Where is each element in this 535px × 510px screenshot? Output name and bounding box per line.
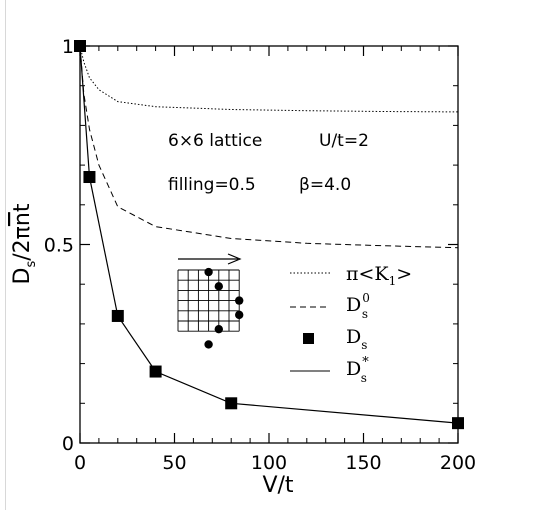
ds-marker (111, 309, 124, 322)
marker-layer (74, 40, 464, 430)
left-rule (5, 0, 6, 510)
inset-dot (235, 296, 244, 305)
x-tick-label: 100 (251, 452, 287, 474)
inset-dot (235, 310, 244, 320)
annotation-lattice: 6×6 lattice (168, 131, 262, 151)
y-tick-label: 0.5 (44, 235, 74, 257)
plot-frame-layer: 0 50 100 150 200 0 0.5 1 (44, 36, 476, 474)
y-axis-label: Ds/2πnt (10, 203, 39, 284)
inset-dot (214, 282, 223, 291)
series-line-ds-star (79, 45, 459, 424)
legend-marker-ds (303, 333, 314, 344)
ds-marker (149, 365, 162, 378)
legend: π<K1> D0 s Ds D* s (290, 263, 412, 385)
inset-dot (204, 267, 213, 277)
inset-dot (214, 324, 223, 334)
series-line-ds0 (79, 45, 459, 249)
x-tick-label: 50 (162, 452, 186, 474)
series-line-pi-k1 (79, 45, 459, 113)
annotation-u-over-t: U/t=2 (319, 131, 369, 151)
x-tick-label: 0 (74, 452, 86, 474)
ds-marker (83, 171, 96, 184)
inset-grid (177, 269, 240, 332)
ds-marker (225, 397, 238, 410)
legend-label-ds: Ds (346, 326, 367, 352)
inset-dots (204, 267, 244, 349)
legend-label-pi-k1: π<K1> (346, 263, 412, 288)
x-axis-label: V/t (262, 473, 293, 498)
lattice-inset-diagram (177, 253, 244, 349)
x-tick-label: 150 (345, 452, 381, 474)
inset-dot (204, 340, 213, 349)
series-layer (79, 45, 459, 424)
legend-label-ds-star: D* s (346, 355, 369, 385)
annotation-beta: β=4.0 (299, 175, 351, 195)
y-tick-label: 0 (62, 433, 74, 455)
inset-arrowhead (227, 253, 242, 265)
x-tick-label: 200 (440, 452, 476, 474)
ds-marker (452, 417, 464, 430)
plot-frame (79, 45, 459, 444)
annotation-filling: filling=0.5 (168, 175, 256, 195)
legend-label-ds0: D0 s (346, 291, 370, 321)
ds-marker (74, 40, 86, 52)
y-tick-label: 1 (62, 36, 74, 58)
